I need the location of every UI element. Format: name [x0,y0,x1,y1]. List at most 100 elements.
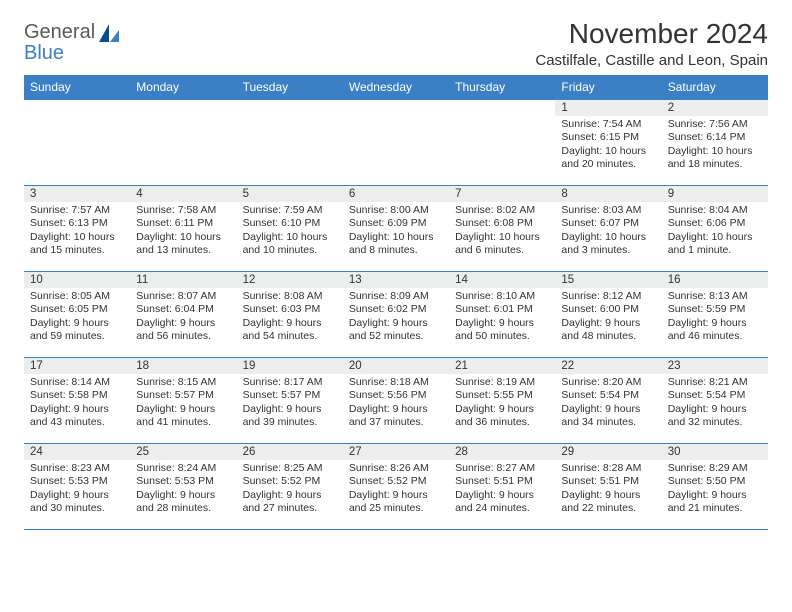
sunset-text: Sunset: 5:50 PM [668,475,762,488]
calendar-cell: 27Sunrise: 8:26 AMSunset: 5:52 PMDayligh… [343,444,449,530]
day-body: Sunrise: 8:00 AMSunset: 6:09 PMDaylight:… [343,202,449,262]
sunset-text: Sunset: 6:11 PM [136,217,230,230]
daylight-text-2: and 34 minutes. [561,416,655,429]
day-number: 26 [237,444,343,460]
sunset-text: Sunset: 5:51 PM [455,475,549,488]
daylight-text-2: and 10 minutes. [243,244,337,257]
sunset-text: Sunset: 6:01 PM [455,303,549,316]
day-header: Monday [130,75,236,100]
calendar-cell: 11Sunrise: 8:07 AMSunset: 6:04 PMDayligh… [130,272,236,358]
day-header: Wednesday [343,75,449,100]
day-number: 20 [343,358,449,374]
calendar-cell: 9Sunrise: 8:04 AMSunset: 6:06 PMDaylight… [662,186,768,272]
daylight-text-1: Daylight: 10 hours [349,231,443,244]
calendar-cell [24,100,130,186]
daylight-text-1: Daylight: 9 hours [349,489,443,502]
daylight-text-1: Daylight: 9 hours [668,317,762,330]
sunset-text: Sunset: 6:14 PM [668,131,762,144]
sunset-text: Sunset: 6:08 PM [455,217,549,230]
day-number: 7 [449,186,555,202]
calendar-cell: 10Sunrise: 8:05 AMSunset: 6:05 PMDayligh… [24,272,130,358]
month-title: November 2024 [535,18,768,50]
daylight-text-1: Daylight: 9 hours [455,317,549,330]
day-number: 9 [662,186,768,202]
header: General Blue November 2024 Castilfale, C… [24,18,768,69]
daylight-text-2: and 20 minutes. [561,158,655,171]
sunset-text: Sunset: 6:09 PM [349,217,443,230]
calendar-cell [130,100,236,186]
daylight-text-1: Daylight: 9 hours [455,489,549,502]
daylight-text-2: and 6 minutes. [455,244,549,257]
daylight-text-2: and 46 minutes. [668,330,762,343]
daylight-text-1: Daylight: 10 hours [30,231,124,244]
daylight-text-2: and 21 minutes. [668,502,762,515]
logo-text: General Blue [24,22,95,64]
day-body: Sunrise: 8:03 AMSunset: 6:07 PMDaylight:… [555,202,661,262]
calendar-cell [343,100,449,186]
day-body: Sunrise: 8:15 AMSunset: 5:57 PMDaylight:… [130,374,236,434]
calendar-cell: 7Sunrise: 8:02 AMSunset: 6:08 PMDaylight… [449,186,555,272]
day-body: Sunrise: 8:25 AMSunset: 5:52 PMDaylight:… [237,460,343,520]
calendar-cell: 8Sunrise: 8:03 AMSunset: 6:07 PMDaylight… [555,186,661,272]
daylight-text-2: and 56 minutes. [136,330,230,343]
calendar-cell: 12Sunrise: 8:08 AMSunset: 6:03 PMDayligh… [237,272,343,358]
sunset-text: Sunset: 6:02 PM [349,303,443,316]
sunset-text: Sunset: 6:06 PM [668,217,762,230]
calendar-cell: 21Sunrise: 8:19 AMSunset: 5:55 PMDayligh… [449,358,555,444]
day-body: Sunrise: 7:57 AMSunset: 6:13 PMDaylight:… [24,202,130,262]
sunset-text: Sunset: 5:55 PM [455,389,549,402]
daylight-text-1: Daylight: 10 hours [668,145,762,158]
sunset-text: Sunset: 6:05 PM [30,303,124,316]
sunset-text: Sunset: 6:03 PM [243,303,337,316]
day-number: 1 [555,100,661,116]
daylight-text-1: Daylight: 10 hours [561,231,655,244]
daylight-text-1: Daylight: 9 hours [243,403,337,416]
sunrise-text: Sunrise: 8:23 AM [30,462,124,475]
calendar-cell: 16Sunrise: 8:13 AMSunset: 5:59 PMDayligh… [662,272,768,358]
day-body: Sunrise: 8:04 AMSunset: 6:06 PMDaylight:… [662,202,768,262]
sunset-text: Sunset: 5:58 PM [30,389,124,402]
sunset-text: Sunset: 5:56 PM [349,389,443,402]
daylight-text-1: Daylight: 10 hours [136,231,230,244]
day-number: 27 [343,444,449,460]
calendar-week-row: 1Sunrise: 7:54 AMSunset: 6:15 PMDaylight… [24,100,768,186]
day-number: 14 [449,272,555,288]
sunrise-text: Sunrise: 8:21 AM [668,376,762,389]
calendar-cell: 14Sunrise: 8:10 AMSunset: 6:01 PMDayligh… [449,272,555,358]
day-number: 19 [237,358,343,374]
sunset-text: Sunset: 5:53 PM [136,475,230,488]
day-body: Sunrise: 8:26 AMSunset: 5:52 PMDaylight:… [343,460,449,520]
day-body: Sunrise: 8:09 AMSunset: 6:02 PMDaylight:… [343,288,449,348]
day-body: Sunrise: 8:23 AMSunset: 5:53 PMDaylight:… [24,460,130,520]
daylight-text-1: Daylight: 9 hours [455,403,549,416]
calendar-table: SundayMondayTuesdayWednesdayThursdayFrid… [24,75,768,530]
daylight-text-1: Daylight: 9 hours [561,403,655,416]
sunrise-text: Sunrise: 8:27 AM [455,462,549,475]
day-body: Sunrise: 8:08 AMSunset: 6:03 PMDaylight:… [237,288,343,348]
daylight-text-2: and 48 minutes. [561,330,655,343]
day-number: 29 [555,444,661,460]
sunrise-text: Sunrise: 8:05 AM [30,290,124,303]
sunset-text: Sunset: 5:57 PM [136,389,230,402]
day-number: 10 [24,272,130,288]
daylight-text-2: and 39 minutes. [243,416,337,429]
day-body: Sunrise: 8:02 AMSunset: 6:08 PMDaylight:… [449,202,555,262]
daylight-text-1: Daylight: 9 hours [30,489,124,502]
calendar-cell: 26Sunrise: 8:25 AMSunset: 5:52 PMDayligh… [237,444,343,530]
daylight-text-2: and 36 minutes. [455,416,549,429]
calendar-cell: 19Sunrise: 8:17 AMSunset: 5:57 PMDayligh… [237,358,343,444]
logo-word1: General [24,21,95,43]
sunrise-text: Sunrise: 8:20 AM [561,376,655,389]
day-body: Sunrise: 7:54 AMSunset: 6:15 PMDaylight:… [555,116,661,176]
calendar-cell: 28Sunrise: 8:27 AMSunset: 5:51 PMDayligh… [449,444,555,530]
calendar-cell: 17Sunrise: 8:14 AMSunset: 5:58 PMDayligh… [24,358,130,444]
sunrise-text: Sunrise: 8:25 AM [243,462,337,475]
day-number: 2 [662,100,768,116]
sunrise-text: Sunrise: 7:58 AM [136,204,230,217]
daylight-text-1: Daylight: 9 hours [243,317,337,330]
sunrise-text: Sunrise: 8:29 AM [668,462,762,475]
day-number: 30 [662,444,768,460]
calendar-week-row: 10 Sunrise: 8:05 AMSunset: 6:05 PM Dayligh… [24,272,768,358]
day-body: Sunrise: 8:13 AMSunset: 5:59 PMDaylight:… [662,288,768,348]
day-number: 24 [24,444,130,460]
